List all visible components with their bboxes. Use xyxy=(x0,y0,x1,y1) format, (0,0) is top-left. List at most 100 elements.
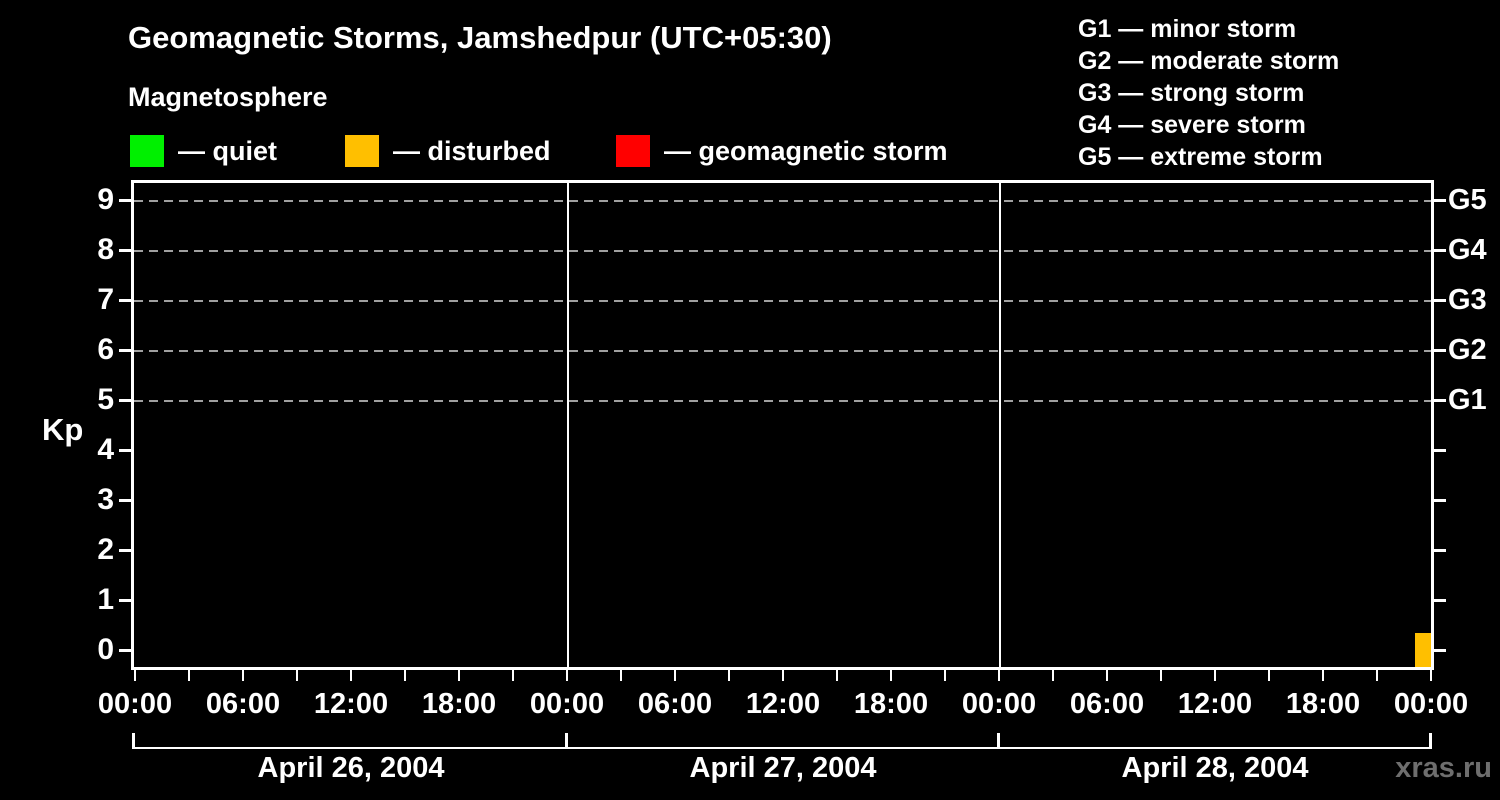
x-tick-label: 06:00 xyxy=(1069,688,1145,720)
x-tick xyxy=(134,670,136,681)
storm-scale-line-g2: G2 — moderate storm xyxy=(1078,47,1340,75)
y-tick-right xyxy=(1434,648,1446,652)
y-tick-label: 2 xyxy=(97,533,114,566)
y-tick-right xyxy=(1434,248,1446,252)
day-separator-line xyxy=(999,183,1001,667)
x-tick xyxy=(1160,670,1162,681)
x-tick xyxy=(1430,670,1432,681)
x-tick xyxy=(728,670,730,681)
x-tick xyxy=(944,670,946,681)
gridline-g1 xyxy=(134,400,1431,402)
legend-label-quiet: — quiet xyxy=(178,135,277,166)
x-tick-label: 00:00 xyxy=(961,688,1037,720)
x-tick xyxy=(1214,670,1216,681)
x-tick xyxy=(188,670,190,681)
g-level-label-g3: G3 xyxy=(1448,284,1487,316)
y-tick-left xyxy=(119,598,131,602)
x-tick xyxy=(1052,670,1054,681)
y-tick-label: 7 xyxy=(97,283,114,316)
x-tick xyxy=(404,670,406,681)
x-tick xyxy=(836,670,838,681)
plot-area xyxy=(131,180,1434,670)
legend-label-storm: — geomagnetic storm xyxy=(664,135,948,166)
x-tick-label: 00:00 xyxy=(529,688,605,720)
gridline-g4 xyxy=(134,250,1431,252)
disturbed-color-swatch xyxy=(345,135,379,167)
x-tick xyxy=(512,670,514,681)
date-bracket-tick xyxy=(132,733,135,749)
x-tick-label: 00:00 xyxy=(1393,688,1469,720)
y-tick-label: 5 xyxy=(97,383,114,416)
x-tick-label: 18:00 xyxy=(853,688,929,720)
y-tick-left xyxy=(119,648,131,652)
x-tick-label: 12:00 xyxy=(745,688,821,720)
storm-scale-line-g4: G4 — severe storm xyxy=(1078,111,1306,139)
watermark: xras.ru xyxy=(1395,752,1492,784)
storm-color-swatch xyxy=(616,135,650,167)
y-tick-right xyxy=(1434,198,1446,202)
x-tick xyxy=(890,670,892,681)
date-bracket-line xyxy=(132,747,1432,749)
x-tick xyxy=(242,670,244,681)
x-tick xyxy=(782,670,784,681)
y-tick-left xyxy=(119,248,131,252)
date-label-day1: April 26, 2004 xyxy=(257,752,445,784)
g-level-label-g1: G1 xyxy=(1448,384,1487,416)
kp-bar xyxy=(1415,633,1431,667)
y-tick-label: 1 xyxy=(97,583,114,616)
x-tick xyxy=(350,670,352,681)
y-tick-left xyxy=(119,548,131,552)
quiet-color-swatch xyxy=(130,135,164,167)
x-tick-label: 06:00 xyxy=(637,688,713,720)
x-tick-label: 12:00 xyxy=(1177,688,1253,720)
storm-scale-line-g5: G5 — extreme storm xyxy=(1078,143,1323,171)
date-label-day3: April 28, 2004 xyxy=(1121,752,1309,784)
g-level-label-g5: G5 xyxy=(1448,184,1487,216)
y-tick-right xyxy=(1434,348,1446,352)
y-axis-title: Kp xyxy=(42,412,84,447)
x-tick xyxy=(1268,670,1270,681)
legend-item-storm: — geomagnetic storm xyxy=(616,134,948,168)
x-tick xyxy=(1322,670,1324,681)
legend-item-quiet: — quiet xyxy=(130,134,277,168)
legend-label-disturbed: — disturbed xyxy=(393,135,551,166)
x-tick xyxy=(566,670,568,681)
y-tick-left xyxy=(119,348,131,352)
legend-item-disturbed: — disturbed xyxy=(345,134,551,168)
gridline-g2 xyxy=(134,350,1431,352)
x-tick xyxy=(1106,670,1108,681)
y-tick-right xyxy=(1434,548,1446,552)
x-tick-label: 18:00 xyxy=(1285,688,1361,720)
x-tick xyxy=(296,670,298,681)
x-tick-label: 00:00 xyxy=(97,688,173,720)
date-bracket-tick xyxy=(1429,733,1432,749)
x-tick xyxy=(674,670,676,681)
gridline-g5 xyxy=(134,200,1431,202)
y-tick-right xyxy=(1434,298,1446,302)
y-tick-right xyxy=(1434,498,1446,502)
y-tick-right xyxy=(1434,398,1446,402)
date-bracket-tick xyxy=(565,733,568,749)
y-tick-left xyxy=(119,298,131,302)
y-tick-label: 8 xyxy=(97,233,114,266)
y-tick-left xyxy=(119,498,131,502)
y-tick-left xyxy=(119,198,131,202)
date-bracket-tick xyxy=(997,733,1000,749)
x-tick-label: 18:00 xyxy=(421,688,497,720)
y-tick-label: 4 xyxy=(97,433,114,466)
g-level-label-g4: G4 xyxy=(1448,234,1487,266)
x-tick xyxy=(620,670,622,681)
day-separator-line xyxy=(567,183,569,667)
x-tick xyxy=(458,670,460,681)
x-tick-label: 06:00 xyxy=(205,688,281,720)
g-level-label-g2: G2 xyxy=(1448,334,1487,366)
y-tick-label: 6 xyxy=(97,333,114,366)
x-tick xyxy=(1376,670,1378,681)
y-tick-right xyxy=(1434,448,1446,452)
y-tick-label: 3 xyxy=(97,483,114,516)
y-tick-left xyxy=(119,448,131,452)
chart-title: Geomagnetic Storms, Jamshedpur (UTC+05:3… xyxy=(128,20,832,55)
storm-scale-line-g1: G1 — minor storm xyxy=(1078,15,1297,43)
chart-subtitle: Magnetosphere xyxy=(128,82,328,112)
y-tick-right xyxy=(1434,598,1446,602)
